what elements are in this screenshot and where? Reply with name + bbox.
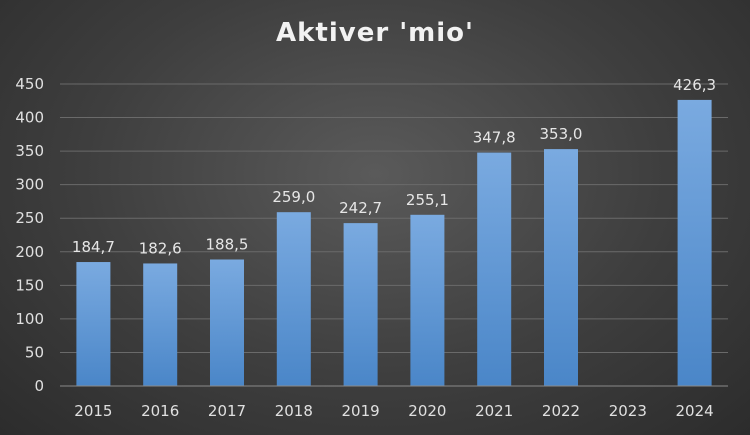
data-label-2018: 259,0 — [272, 188, 315, 206]
x-tick-label: 2018 — [275, 402, 313, 420]
bar-2022 — [544, 149, 578, 386]
y-tick-label: 50 — [25, 343, 44, 361]
data-label-2015: 184,7 — [72, 238, 115, 256]
bar-2021 — [477, 152, 512, 386]
x-tick-label: 2024 — [676, 402, 714, 420]
data-label-2017: 188,5 — [206, 235, 249, 253]
axes: 0 50 100 150 200 250 300 350 400 450 2015 2016 2017 2… — [15, 75, 728, 420]
y-tick-label: 250 — [15, 209, 44, 227]
y-tick-label: 400 — [15, 109, 44, 127]
bar-2019 — [343, 223, 378, 386]
bar-2015 — [76, 262, 111, 386]
y-tick-label: 150 — [15, 276, 44, 294]
data-label-2019: 242,7 — [339, 199, 382, 217]
y-tick-label: 0 — [34, 377, 44, 395]
x-tick-label: 2017 — [208, 402, 246, 420]
chart-title: Aktiver 'mio' — [276, 18, 474, 48]
data-label-2016: 182,6 — [139, 239, 182, 257]
bar-2016 — [143, 263, 178, 386]
x-tick-label: 2021 — [475, 402, 513, 420]
x-tick-label: 2019 — [342, 402, 380, 420]
data-label-2022: 353,0 — [540, 125, 583, 143]
data-label-2024: 426,3 — [673, 76, 716, 94]
bar-2018 — [276, 212, 311, 386]
bar-2017 — [210, 259, 244, 386]
x-tick-label: 2022 — [542, 402, 580, 420]
data-label-2021: 347,8 — [473, 129, 516, 147]
x-tick-label: 2015 — [74, 402, 112, 420]
x-tick-label: 2020 — [408, 402, 446, 420]
bar-2020 — [410, 214, 445, 386]
y-tick-label: 450 — [15, 75, 44, 93]
y-tick-label: 100 — [15, 310, 44, 328]
y-tick-label: 300 — [15, 176, 44, 194]
y-tick-label: 350 — [15, 142, 44, 160]
bar-2024 — [677, 99, 712, 386]
data-labels: 184,7 182,6 188,5 259,0 242,7 255,1 347,8 353,0… — [72, 76, 716, 258]
x-tick-label: 2023 — [609, 402, 647, 420]
y-tick-label: 200 — [15, 243, 44, 261]
data-label-2020: 255,1 — [406, 191, 449, 209]
x-tick-label: 2016 — [141, 402, 179, 420]
bars — [76, 99, 712, 386]
